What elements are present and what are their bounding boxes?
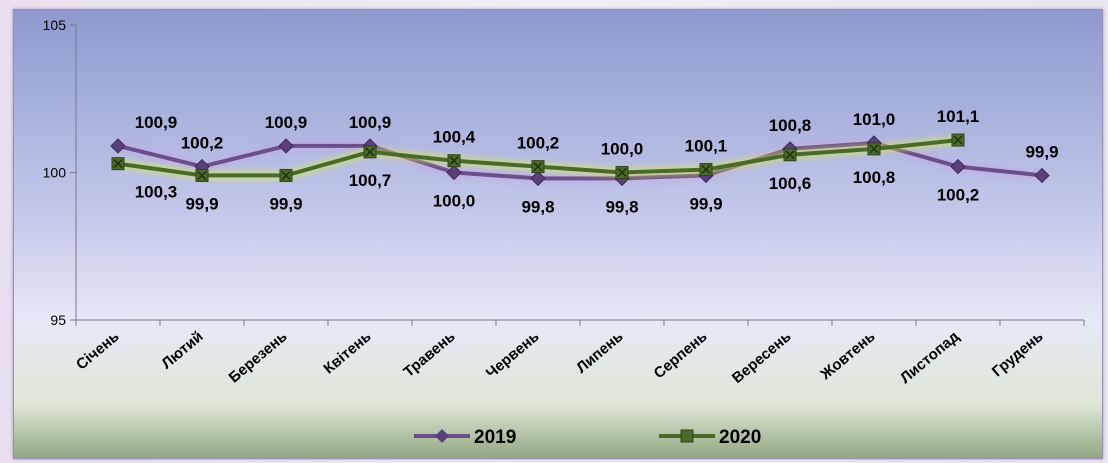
point-2020-mark	[953, 135, 963, 145]
data-label-2019: 100,2	[181, 134, 224, 153]
legend-marker-2020	[680, 429, 694, 443]
legend-label-2019: 2019	[474, 427, 516, 448]
point-2019	[110, 138, 126, 154]
data-label-2019: 99,9	[1025, 142, 1058, 161]
point-2019	[530, 170, 546, 187]
data-label-2019: 100,2	[937, 186, 980, 205]
y-tick-label: 100	[43, 165, 67, 181]
chart-frame: 95 100 105 Січень Лютий Березень Квітень Травен…	[13, 9, 1103, 459]
data-label-2019: 100,9	[349, 113, 392, 132]
point-2020-mark	[785, 150, 795, 160]
data-label-2019: 99,8	[605, 197, 638, 216]
y-tick-label: 95	[50, 312, 66, 328]
point-2020-mark	[113, 159, 123, 169]
data-label-2019: 101,0	[853, 110, 896, 129]
data-label-2020: 99,9	[269, 194, 302, 213]
data-label-2020: 101,1	[937, 107, 980, 126]
point-2020-mark	[869, 144, 879, 154]
point-2019	[446, 164, 462, 181]
point-2020-mark	[197, 170, 207, 180]
point-2020-mark	[701, 165, 711, 175]
data-label-2020: 100,8	[853, 168, 896, 187]
legend-marker-2019	[435, 429, 449, 443]
chart-background	[14, 10, 1102, 458]
point-2019	[278, 138, 294, 154]
data-label-2020: 100,1	[685, 137, 728, 156]
point-2020-mark	[533, 162, 543, 172]
point-2020-mark	[281, 170, 291, 180]
data-label-2019: 100,9	[135, 113, 178, 132]
point-2020-mark	[365, 147, 375, 157]
data-label-2019: 100,0	[433, 192, 476, 211]
data-label-2019: 100,9	[265, 113, 308, 132]
legend-label-2020: 2020	[719, 427, 761, 448]
point-2020-mark	[449, 156, 459, 166]
data-label-2019: 100,8	[769, 116, 812, 135]
data-label-2020: 100,6	[769, 174, 812, 193]
data-label-2019: 99,8	[521, 197, 554, 216]
data-label-2019: 99,9	[689, 194, 722, 213]
point-2020-mark	[617, 168, 627, 177]
data-label-2020: 100,7	[349, 171, 392, 190]
data-label-2020: 100,4	[433, 128, 476, 147]
data-label-2020: 100,3	[135, 183, 178, 202]
data-label-2020: 100,2	[517, 134, 560, 153]
data-label-2020: 99,9	[185, 194, 218, 213]
data-label-2020: 100,0	[601, 140, 644, 159]
point-2019	[950, 158, 966, 175]
y-tick-label: 105	[43, 17, 67, 33]
point-2019	[1034, 167, 1050, 184]
